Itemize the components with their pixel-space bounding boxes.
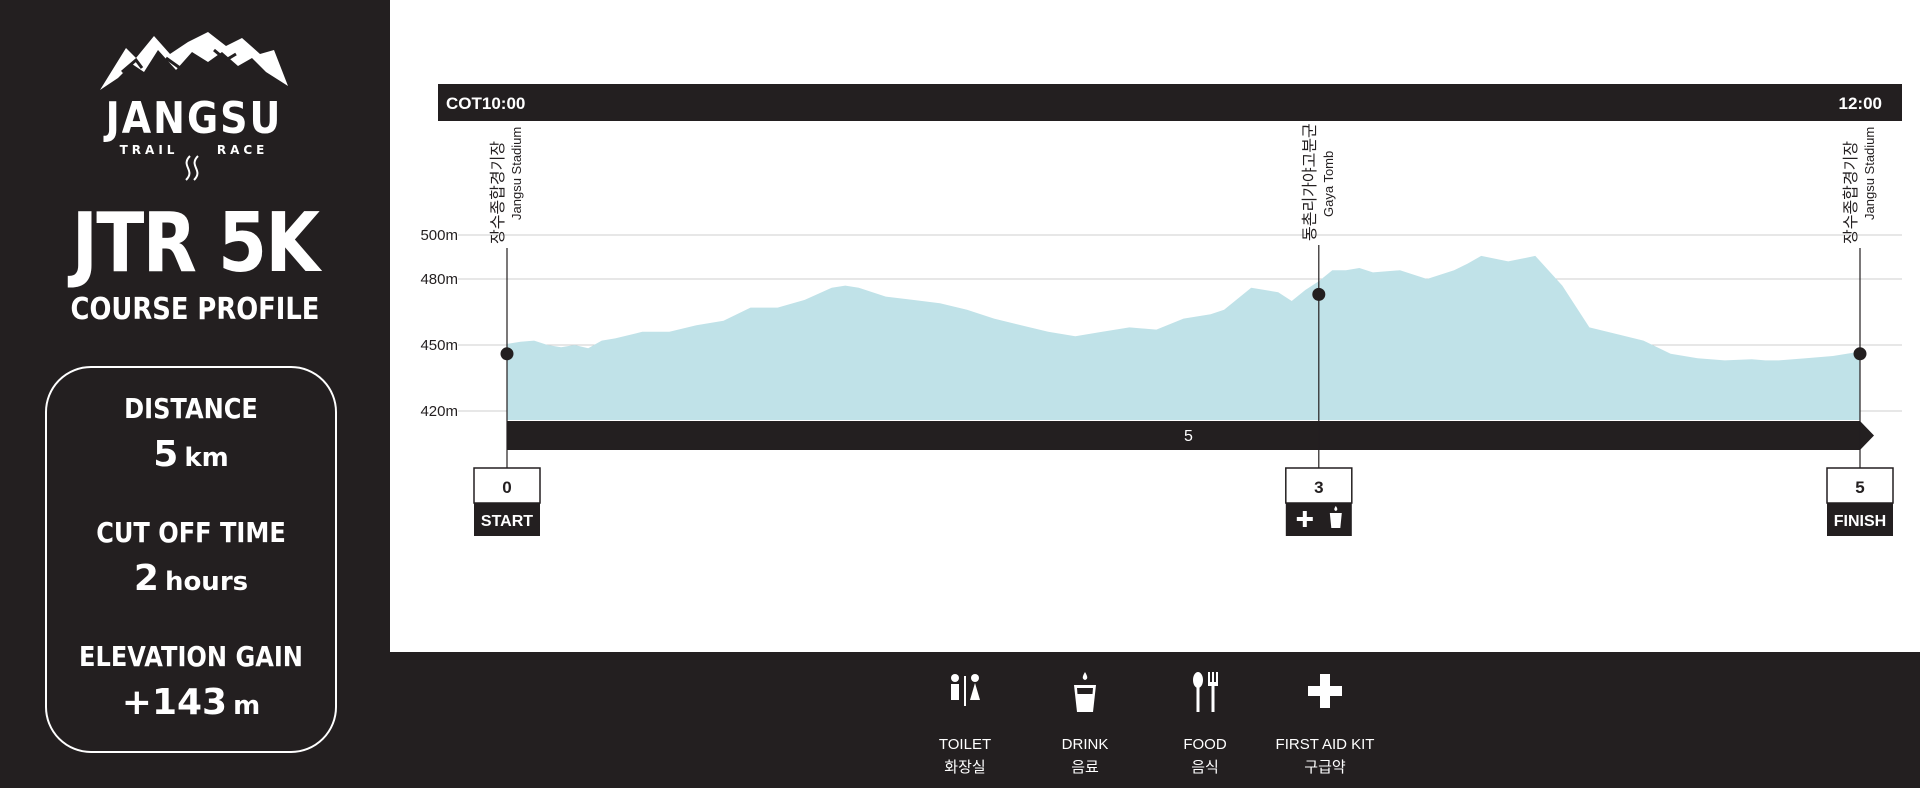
elevation-profile-area bbox=[507, 255, 1860, 420]
legend-label-en: FIRST AID KIT bbox=[1275, 736, 1375, 753]
legend-item-drink: DRINK 음료 bbox=[1020, 670, 1150, 777]
drink-drop-icon bbox=[1334, 506, 1338, 511]
legend-label-en: DRINK bbox=[1061, 736, 1109, 753]
y-tick-label: 450m bbox=[420, 337, 458, 354]
cot-end-label: 12:00 bbox=[1839, 94, 1882, 113]
cutoff-label: CUT OFF TIME bbox=[96, 516, 286, 549]
cot-start-label: COT10:00 bbox=[446, 94, 525, 113]
distance-bar-label: 5 bbox=[1184, 428, 1193, 445]
legend-item-first-aid: FIRST AID KIT 구급약 bbox=[1260, 670, 1390, 777]
checkpoint-label-box bbox=[474, 503, 540, 536]
cutoff-unit: hours bbox=[164, 567, 249, 597]
checkpoint-marker bbox=[1853, 347, 1867, 361]
distance-number: 5 bbox=[153, 434, 179, 475]
checkpoint-km-box bbox=[1826, 467, 1894, 504]
checkpoint-box-label: START bbox=[481, 513, 533, 530]
checkpoint-name-ko: 장수종합경기장 bbox=[488, 141, 507, 244]
first-aid-icon bbox=[1296, 511, 1313, 527]
checkpoint-marker bbox=[500, 347, 514, 361]
checkpoint-label-box bbox=[1285, 503, 1352, 536]
checkpoint-km-label: 3 bbox=[1314, 478, 1323, 497]
distance-label: DISTANCE bbox=[124, 392, 258, 425]
elevation-gain-unit: m bbox=[233, 691, 261, 721]
checkpoint-km-box bbox=[1285, 467, 1353, 504]
legend-label-ko: 구급약 bbox=[1304, 758, 1346, 776]
race-subtitle: COURSE PROFILE bbox=[70, 292, 320, 327]
elevation-gain-label: ELEVATION GAIN bbox=[79, 640, 303, 673]
legend-label-en: FOOD bbox=[1183, 736, 1227, 753]
checkpoint-name-en: Jangsu Stadium bbox=[509, 127, 524, 220]
checkpoint-name-ko: 장수종합경기장 bbox=[1841, 141, 1860, 244]
jangsu-trail-race-logo: JANGSU TRAIL RACE bbox=[96, 28, 292, 188]
legend-item-food: FOOD 음식 bbox=[1140, 670, 1270, 777]
y-tick-label: 500m bbox=[420, 227, 458, 244]
drink-icon bbox=[1074, 672, 1096, 712]
logo-tagline-race: RACE bbox=[216, 143, 269, 157]
mountain-logo-icon bbox=[100, 32, 288, 181]
first-aid-icon bbox=[1308, 674, 1342, 708]
legend-bar: TOILET 화장실 DRINK 음료 FOOD 음식 FIRST AID KI… bbox=[390, 652, 1920, 788]
sidebar: JANGSU TRAIL RACE JTR 5K COURSE PROFILE … bbox=[0, 0, 390, 788]
legend-label-ko: 음료 bbox=[1071, 758, 1099, 776]
y-tick-label: 420m bbox=[420, 403, 458, 420]
distance-value: 5 km bbox=[47, 434, 335, 475]
checkpoint-name-ko: 동촌리가야고분군 bbox=[1300, 123, 1319, 241]
elevation-gain-number: +143 bbox=[121, 682, 228, 723]
drink-icon bbox=[1329, 513, 1342, 528]
legend-label-en: TOILET bbox=[938, 736, 992, 753]
distance-bar bbox=[507, 421, 1874, 450]
legend-label-ko: 음식 bbox=[1191, 758, 1219, 776]
logo-tagline-trail: TRAIL bbox=[119, 143, 179, 157]
logo-tagline: TRAIL RACE bbox=[96, 143, 292, 157]
y-tick-label: 480m bbox=[420, 271, 458, 288]
cot-bar bbox=[438, 84, 1902, 121]
checkpoint-km-label: 5 bbox=[1855, 478, 1864, 497]
cutoff-number: 2 bbox=[133, 558, 159, 599]
checkpoint-name-en: Jangsu Stadium bbox=[1862, 127, 1877, 220]
elevation-gain-value: +143 m bbox=[47, 682, 335, 723]
toilet-icon bbox=[951, 674, 980, 706]
checkpoint-marker bbox=[1312, 287, 1326, 301]
stats-box: DISTANCE 5 km CUT OFF TIME 2 hours ELEVATI… bbox=[45, 366, 337, 753]
cutoff-value: 2 hours bbox=[47, 558, 335, 599]
legend-label-ko: 화장실 bbox=[944, 758, 986, 776]
checkpoint-box-label: FINISH bbox=[1834, 513, 1886, 530]
checkpoint-name-en: Gaya Tomb bbox=[1321, 151, 1336, 217]
checkpoint-label-box bbox=[1827, 503, 1893, 536]
checkpoint-km-label: 0 bbox=[502, 478, 511, 497]
logo-wordmark: JANGSU bbox=[105, 92, 283, 144]
legend-item-toilet: TOILET 화장실 bbox=[900, 670, 1030, 777]
food-icon bbox=[1193, 672, 1218, 712]
distance-unit: km bbox=[184, 443, 229, 473]
race-title: JTR 5K bbox=[71, 196, 320, 291]
